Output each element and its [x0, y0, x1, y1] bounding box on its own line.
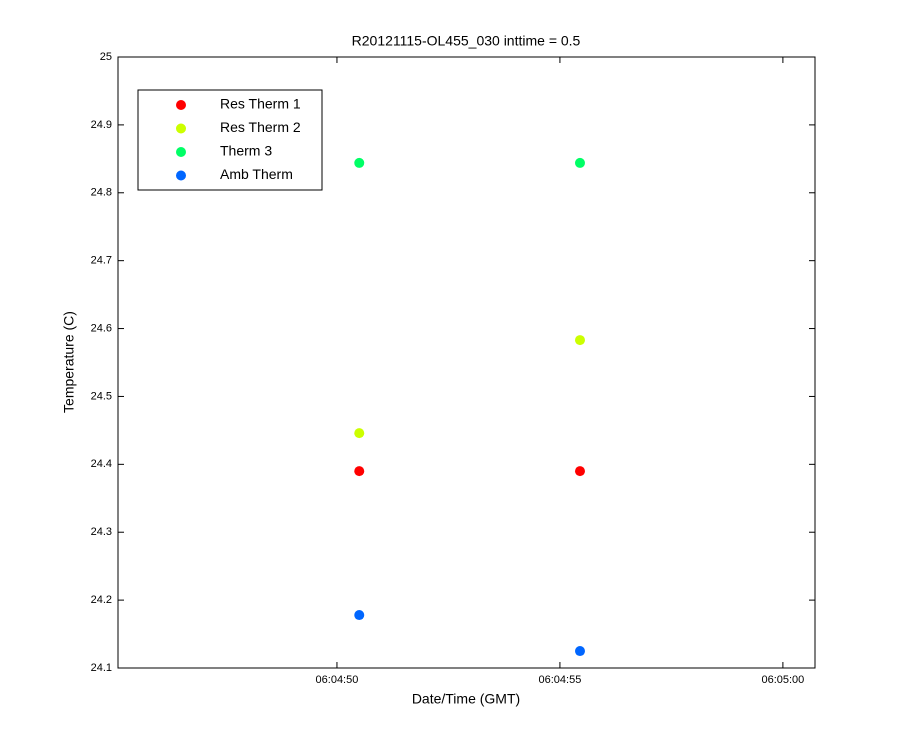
legend-marker [176, 147, 186, 157]
legend-marker [176, 100, 186, 110]
x-tick-label: 06:05:00 [761, 674, 804, 686]
legend-label: Res Therm 2 [220, 119, 301, 135]
y-tick-label: 24.3 [91, 526, 112, 538]
point [354, 610, 365, 621]
point [574, 335, 585, 346]
y-tick-label: 24.7 [91, 255, 112, 267]
y-tick-label: 24.8 [91, 187, 112, 199]
y-tick-label: 24.9 [91, 119, 112, 131]
point [354, 466, 365, 477]
x-tick-label: 06:04:50 [316, 674, 359, 686]
chart-title: R20121115-OL455_030 inttime = 0.5 [352, 33, 581, 49]
legend-label: Res Therm 1 [220, 96, 301, 112]
x-axis-label: Date/Time (GMT) [412, 691, 520, 707]
y-tick-label: 25 [100, 51, 112, 63]
legend-marker [176, 123, 186, 134]
y-axis-label: Temperature (C) [61, 311, 77, 413]
point [354, 157, 365, 168]
y-tick-label: 24.2 [91, 594, 112, 606]
legend-label: Amb Therm [220, 166, 293, 182]
point [354, 428, 365, 439]
legend-box [137, 89, 323, 191]
point [574, 646, 585, 657]
point [574, 466, 585, 477]
legend-marker [176, 170, 186, 181]
legend-label: Therm 3 [220, 143, 272, 159]
point [574, 157, 585, 168]
x-tick-label: 06:04:55 [539, 674, 582, 686]
y-tick-label: 24.4 [91, 458, 112, 470]
y-tick-label: 24.1 [91, 662, 112, 674]
y-tick-label: 24.6 [91, 322, 112, 334]
y-tick-label: 24.5 [91, 390, 112, 402]
